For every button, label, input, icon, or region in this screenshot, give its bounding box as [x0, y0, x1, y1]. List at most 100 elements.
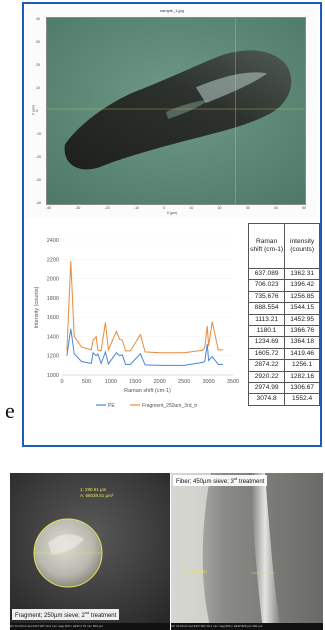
cell-intensity: 1552.4 [284, 393, 320, 406]
cell-intensity: 1366.76 [284, 325, 320, 338]
table-row: 1605.72 1419.46 [247, 347, 320, 361]
y-tick-label: 1600 [47, 315, 59, 321]
y-tick: -10 [36, 132, 42, 136]
caption-sup: nd [84, 610, 90, 615]
x-tick-label: 2500 [178, 379, 190, 385]
x-tick: -20 [104, 206, 110, 210]
cell-intensity: 1364.18 [284, 336, 320, 349]
raman-peak-table: Raman shift (cm-1) intensity (counts) 63… [247, 223, 320, 406]
cell-raman-shift: 637.089 [247, 267, 286, 281]
sem-right-measure: 1: 44.28 µm [183, 569, 207, 574]
x-tick: 50 [302, 206, 306, 210]
x-tick: -30 [75, 206, 81, 210]
table-row: 1113.21 1452.95 [247, 313, 320, 327]
y-tick: 30 [36, 40, 40, 44]
cell-raman-shift: 888.554 [247, 302, 286, 315]
y-tick-label: 2400 [47, 238, 59, 244]
table-row: 888.554 1544.15 [247, 302, 320, 315]
caption-tail: treatment [237, 479, 265, 485]
caption-sup: rd [233, 476, 238, 481]
cell-intensity: 1396.42 [284, 279, 320, 292]
microscope-image [46, 17, 306, 205]
header-raman-shift: Raman shift (cm-1) [247, 223, 286, 269]
cell-intensity: 1544.15 [284, 302, 320, 315]
microscope-panel: sample_1.jpg Raman spot Y (µm) X (µm) -4… [26, 8, 318, 218]
microscope-x-label: X (µm) [166, 211, 178, 215]
cell-intensity: 1362.31 [284, 267, 320, 281]
table-header-row: Raman shift (cm-1) intensity (counts) [247, 223, 320, 269]
x-tick: -40 [46, 206, 52, 210]
y-tick: -20 [36, 155, 42, 159]
sem-fragment-micrograph [10, 473, 170, 630]
cell-intensity: 1256.1 [284, 359, 320, 372]
x-axis-label: Raman shift (cm-1) [124, 388, 171, 394]
x-tick-label: 3500 [227, 379, 239, 385]
y-tick: 10 [36, 86, 40, 90]
y-tick-label: 1000 [47, 373, 59, 379]
legend-label-1: Fragment_250um_3rd_tr [142, 403, 198, 409]
table-row: 637.089 1362.31 [247, 267, 320, 281]
cell-raman-shift: 3074.8 [247, 393, 286, 406]
sem-right-caption: Fiber; 450µm sieve; 3rd treatment [173, 475, 268, 486]
y-tick: 20 [36, 63, 40, 67]
cell-raman-shift: 735.676 [247, 290, 286, 304]
y-tick-label: 2000 [47, 277, 59, 283]
stray-text: e [5, 398, 15, 423]
y-tick-label: 2200 [47, 257, 59, 263]
x-tick: 10 [189, 206, 194, 210]
caption-tail: treatment [89, 613, 117, 619]
sem-fiber-micrograph [171, 473, 323, 630]
cell-intensity: 1282.16 [284, 370, 320, 384]
x-tick-label: 2000 [154, 379, 166, 385]
microscope-title: sample_1.jpg [160, 8, 184, 13]
x-tick-label: 1000 [105, 379, 117, 385]
y-tick-label: 1200 [47, 354, 59, 360]
x-tick: 30 [245, 206, 250, 210]
sem-left-caption: Fragment; 250µm sieve; 2nd treatment [12, 609, 120, 620]
x-tick: 40 [273, 206, 278, 210]
x-tick-label: 3000 [202, 379, 214, 385]
cell-raman-shift: 1234.69 [247, 336, 286, 349]
cell-raman-shift: 2874.22 [247, 359, 286, 372]
y-tick-label: 1800 [47, 296, 59, 302]
series-line-0 [66, 328, 224, 366]
caption-text: Fiber; 450µm sieve; 3 [176, 479, 234, 485]
x-tick-label: 1500 [129, 379, 141, 385]
y-tick: -30 [36, 178, 42, 182]
table-row: 2974.99 1306.67 [247, 382, 320, 395]
x-tick-label: 500 [82, 379, 91, 385]
cell-raman-shift: 706.023 [247, 279, 286, 292]
caption-text: Fragment; 250µm sieve; 2 [15, 613, 85, 619]
cell-intensity: 1306.67 [284, 382, 320, 395]
y-tick: 40 [36, 17, 40, 21]
series-line-1 [66, 261, 224, 354]
sem-left-measure-2: A: 66039.51 µm² [80, 493, 114, 498]
x-tick: 20 [217, 206, 222, 210]
sem-left-footer: HV 10.00 kV det ETD WD 10.2 mm mag 150 x… [10, 623, 170, 630]
header-intensity: intensity (counts) [284, 223, 320, 269]
y-tick: 0 [36, 109, 38, 113]
x-tick: 0 [163, 206, 166, 210]
table-row: 2920.22 1282.16 [247, 370, 320, 384]
cell-intensity: 1452.95 [284, 313, 320, 327]
y-tick: -40 [36, 201, 42, 205]
sem-left-measure-1: 1: 290.61 µm [80, 487, 107, 492]
y-tick-label: 1400 [47, 334, 59, 340]
cell-raman-shift: 2974.99 [247, 382, 286, 395]
sem-image-fiber: Fiber; 450µm sieve; 3rd treatment 1: 44.… [171, 473, 323, 630]
cell-raman-shift: 1180.1 [247, 325, 286, 338]
cell-raman-shift: 1605.72 [247, 347, 286, 361]
table-row: 706.023 1396.42 [247, 279, 320, 292]
table-row: 2874.22 1256.1 [247, 359, 320, 372]
table-row: 1180.1 1366.76 [247, 325, 320, 338]
microscope-y-ticks: 40 30 20 10 0 -10 -20 -30 -40 [36, 17, 41, 205]
table-row: 735.676 1256.85 [247, 290, 320, 304]
table-row: 1234.69 1364.18 [247, 336, 320, 349]
microscope-x-ticks: -40 -30 -20 -10 0 10 20 30 40 50 [46, 206, 306, 210]
cell-raman-shift: 1113.21 [247, 313, 286, 327]
cell-raman-shift: 2920.22 [247, 370, 286, 384]
legend-label-0: PE [108, 403, 115, 409]
y-axis-label: Intensity (counts) [34, 286, 40, 328]
microscope-y-label: Y (µm) [31, 104, 36, 116]
